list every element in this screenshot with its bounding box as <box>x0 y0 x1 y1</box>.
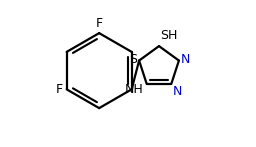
Text: N: N <box>173 85 182 98</box>
Text: F: F <box>95 16 103 30</box>
Text: N: N <box>180 53 190 66</box>
Text: NH: NH <box>125 83 143 96</box>
Text: S: S <box>129 53 137 66</box>
Text: F: F <box>56 83 63 96</box>
Text: SH: SH <box>161 30 178 42</box>
